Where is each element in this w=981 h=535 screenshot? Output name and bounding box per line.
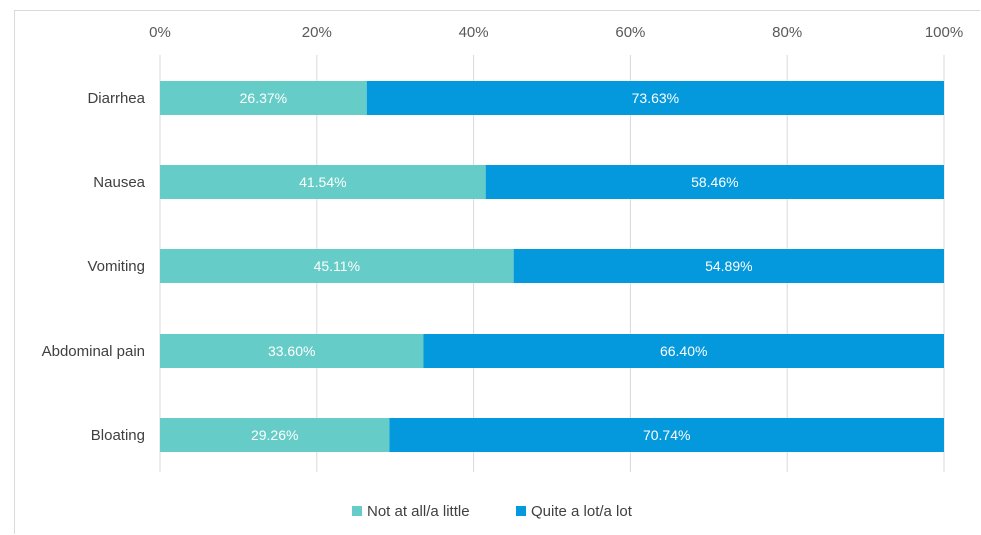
- data-label: 54.89%: [705, 258, 752, 274]
- category-label: Diarrhea: [87, 90, 145, 107]
- category-label: Vomiting: [87, 258, 145, 275]
- x-tick-label: 0%: [149, 24, 171, 41]
- category-label: Nausea: [93, 174, 145, 191]
- x-tick-label: 100%: [925, 24, 963, 41]
- legend-swatch: [352, 506, 362, 516]
- legend-label: Quite a lot/a lot: [531, 503, 633, 520]
- legend-swatch: [516, 506, 526, 516]
- category-label: Bloating: [91, 427, 145, 444]
- category-label: Abdominal pain: [42, 343, 145, 360]
- bar-segment: [485, 165, 944, 199]
- x-tick-label: 20%: [302, 24, 332, 41]
- bar-segment: [160, 418, 390, 452]
- data-label: 41.54%: [299, 174, 346, 190]
- legend-label: Not at all/a little: [367, 503, 470, 520]
- x-tick-label: 60%: [615, 24, 645, 41]
- data-label: 73.63%: [632, 90, 679, 106]
- data-label: 29.26%: [251, 427, 298, 443]
- bar-segment: [160, 249, 514, 283]
- data-label: 58.46%: [691, 174, 738, 190]
- data-label: 66.40%: [660, 343, 707, 359]
- data-label: 70.74%: [643, 427, 690, 443]
- data-label: 45.11%: [314, 258, 360, 274]
- bar-segment: [160, 334, 424, 368]
- bar-segment: [423, 334, 944, 368]
- data-label: 26.37%: [240, 90, 287, 106]
- x-tick-label: 40%: [459, 24, 489, 41]
- bar-segment: [366, 81, 944, 115]
- bar-segment: [160, 81, 367, 115]
- data-label: 33.60%: [268, 343, 315, 359]
- bar-segment: [513, 249, 944, 283]
- bar-segment: [389, 418, 944, 452]
- x-tick-label: 80%: [772, 24, 802, 41]
- chart-frame: [14, 10, 980, 534]
- bar-segment: [160, 165, 486, 199]
